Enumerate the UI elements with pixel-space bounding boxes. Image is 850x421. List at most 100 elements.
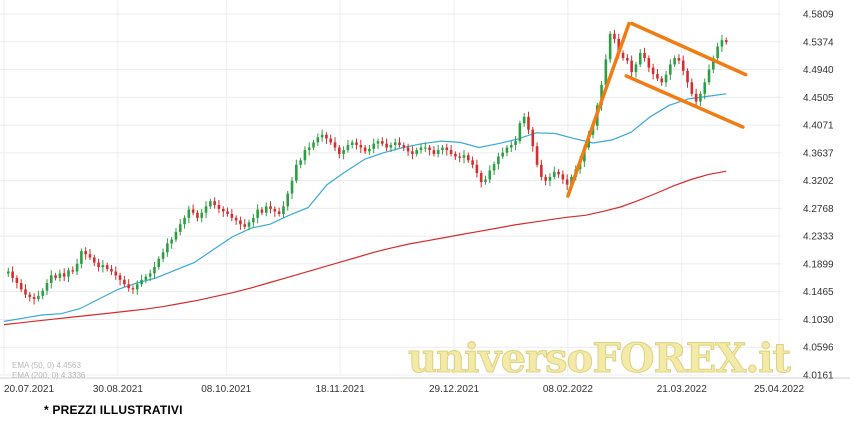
- x-tick-label: 20.07.2021: [4, 384, 54, 395]
- candle-body: [699, 93, 702, 102]
- candle-body: [97, 262, 100, 268]
- candle-body: [651, 67, 655, 75]
- candle-body: [406, 147, 410, 152]
- candle-body: [458, 156, 461, 158]
- candle-body: [497, 156, 500, 165]
- candle-body: [153, 267, 156, 274]
- flagpole-line: [566, 21, 631, 198]
- y-tick-label: 4.4071: [803, 121, 834, 132]
- candle-body: [346, 144, 350, 151]
- candle-body: [260, 209, 264, 213]
- candle-body: [454, 153, 457, 157]
- x-tick-label: 30.08.2021: [93, 384, 143, 395]
- candle-body: [643, 52, 646, 59]
- y-tick-label: 4.1030: [803, 315, 834, 326]
- candle-body: [144, 276, 148, 280]
- candle-body: [548, 176, 552, 181]
- candle-body: [527, 116, 530, 130]
- candle-body: [269, 206, 272, 209]
- y-tick-label: 4.0596: [803, 343, 834, 354]
- candle-body: [187, 209, 191, 218]
- candle-body: [161, 252, 165, 259]
- candle-body: [342, 150, 345, 154]
- flag-lower-line: [624, 74, 745, 129]
- candle-body: [307, 147, 311, 151]
- y-tick-label: 4.2333: [803, 232, 834, 243]
- y-tick-label: 4.4505: [803, 93, 834, 104]
- chart-grid: [0, 0, 850, 379]
- candle-body: [518, 123, 522, 142]
- candle-body: [19, 283, 23, 290]
- ema-50-path: [3, 93, 727, 322]
- candle-body: [419, 147, 423, 151]
- candle-body: [621, 52, 625, 59]
- candle-body: [393, 142, 397, 145]
- candle-body: [690, 82, 694, 94]
- candle-body: [131, 288, 135, 290]
- candle-body: [230, 213, 234, 218]
- y-tick-label: 4.3637: [803, 148, 834, 159]
- candle-body: [174, 231, 178, 240]
- candle-body: [484, 179, 487, 183]
- footer-disclaimer: * PREZZI ILLUSTRATIVI: [44, 403, 183, 417]
- legend: EMA (50, 0) 4.4563 EMA (200, 0) 4.3336: [12, 361, 86, 380]
- candle-body: [436, 150, 440, 154]
- candle-body: [226, 211, 229, 214]
- candle-body: [123, 279, 126, 285]
- candle-body: [252, 217, 255, 223]
- candle-body: [686, 70, 689, 83]
- ema-50-line: [3, 93, 727, 322]
- candle-body: [32, 297, 36, 300]
- y-axis: 4.5809 4.5374 4.4940 4.4505 4.4071 4.3637 4.32…: [803, 10, 834, 382]
- candle-body: [299, 160, 302, 165]
- candle-body: [522, 116, 526, 124]
- candle-body: [295, 164, 298, 181]
- candle-body: [634, 64, 638, 73]
- watermark: universoFOREX.it: [408, 335, 791, 382]
- x-axis: 20.07.2021 30.08.2021 08.10.2021 18.11.2021…: [4, 384, 804, 395]
- candle-body: [428, 147, 431, 151]
- candle-body: [80, 251, 83, 264]
- x-tick-label: 08.10.2021: [201, 384, 251, 395]
- candle-body: [492, 164, 496, 171]
- candle-body: [239, 220, 242, 225]
- candle-body: [140, 279, 143, 285]
- candle-body: [372, 143, 376, 149]
- candle-body: [84, 251, 87, 255]
- candle-body: [501, 152, 504, 157]
- candle-body: [127, 284, 130, 289]
- candle-body: [114, 271, 118, 276]
- candle-body: [638, 52, 642, 65]
- legend-ema200: EMA (200, 0) 4.3336: [12, 371, 86, 380]
- candle-body: [355, 142, 358, 145]
- candle-body: [402, 144, 406, 148]
- candle-body: [389, 144, 393, 148]
- candle-body: [552, 171, 556, 177]
- legend-ema50: EMA (50, 0) 4.4563: [12, 361, 81, 370]
- candle-body: [445, 147, 449, 151]
- candle-body: [209, 201, 212, 207]
- candle-body: [707, 69, 711, 83]
- candle-body: [359, 144, 363, 148]
- candle-body: [540, 164, 543, 177]
- candle-body: [316, 137, 320, 143]
- y-tick-label: 4.0161: [803, 371, 834, 382]
- candle-body: [200, 212, 204, 218]
- candle-body: [441, 147, 444, 151]
- candle-body: [626, 58, 629, 61]
- candle-body: [105, 265, 109, 269]
- candle-body: [41, 290, 44, 296]
- candle-body: [24, 289, 27, 295]
- y-tick-label: 4.3202: [803, 176, 834, 187]
- candle-body: [333, 142, 337, 148]
- candle-body: [303, 150, 307, 161]
- candle-body: [273, 208, 277, 212]
- candle-body: [712, 58, 715, 70]
- candle-body: [204, 206, 208, 213]
- x-tick-label: 08.02.2022: [543, 384, 593, 395]
- y-tick-label: 4.1465: [803, 287, 834, 298]
- x-tick-label: 18.11.2021: [315, 384, 365, 395]
- y-tick-label: 4.4940: [803, 65, 834, 76]
- candle-body: [71, 270, 75, 272]
- candle-body: [247, 222, 251, 227]
